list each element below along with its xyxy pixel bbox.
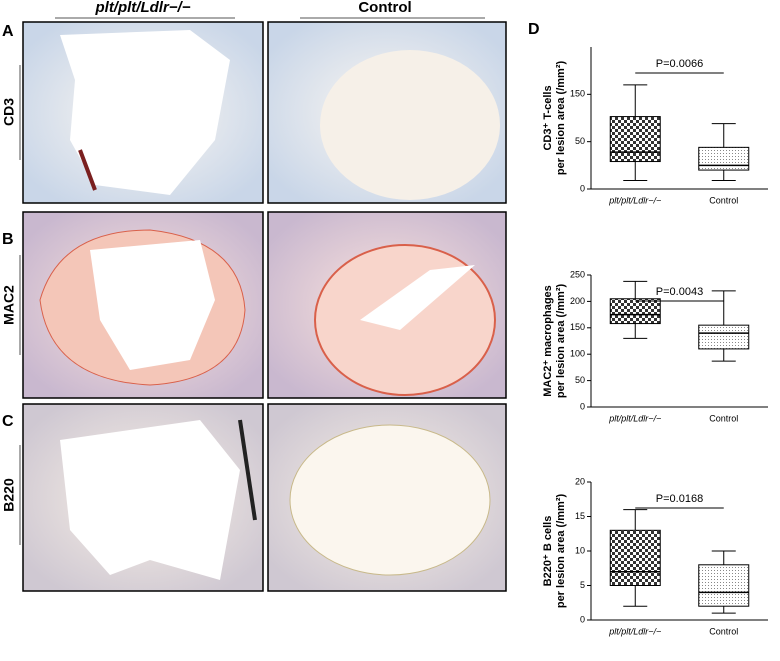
panel-letter: D — [528, 21, 540, 38]
y-axis-label: per lesion area (/mm²) — [555, 494, 567, 609]
panel-letter: A — [2, 23, 14, 40]
x-tick-label: Control — [709, 626, 738, 636]
y-axis-label: CD3⁺ T-cells — [542, 85, 554, 150]
micrograph — [267, 211, 507, 399]
y-tick-label: 0 — [580, 401, 585, 411]
y-tick-label: 5 — [580, 580, 585, 590]
y-tick-label: 100 — [570, 349, 585, 359]
y-tick-label: 15 — [575, 511, 585, 521]
y-tick-label: 0 — [580, 183, 585, 193]
box — [698, 564, 750, 607]
y-tick-label: 0 — [580, 614, 585, 624]
y-axis-label: MAC2⁺ macrophages — [542, 285, 554, 397]
y-axis-label: per lesion area (/mm²) — [555, 61, 567, 176]
y-tick-label: 200 — [570, 296, 585, 306]
micrograph — [22, 211, 264, 399]
micrograph — [267, 403, 507, 592]
y-axis-label: B220⁺ B cells — [542, 516, 554, 587]
p-value: P=0.0168 — [656, 493, 703, 505]
y-tick-label: 150 — [570, 322, 585, 332]
panel-letter: C — [2, 413, 14, 430]
micrograph — [22, 21, 264, 204]
y-tick-label: 10 — [575, 545, 585, 555]
y-tick-label: 250 — [570, 269, 585, 279]
row-label: MAC2 — [1, 285, 17, 325]
column-header: plt/plt/Ldlr−/− — [94, 0, 190, 16]
x-tick-label: plt/plt/Ldlr−/− — [608, 626, 661, 636]
box — [698, 146, 750, 171]
x-tick-label: plt/plt/Ldlr−/− — [608, 413, 661, 423]
p-value: P=0.0066 — [656, 58, 703, 70]
box — [609, 298, 661, 325]
micrograph — [22, 403, 264, 592]
box — [609, 116, 661, 163]
y-tick-label: 50 — [575, 136, 585, 146]
y-tick-label: 20 — [575, 476, 585, 486]
x-tick-label: Control — [709, 195, 738, 205]
row-label: B220 — [1, 478, 17, 512]
column-header: Control — [358, 0, 411, 16]
box — [698, 324, 750, 350]
y-tick-label: 150 — [570, 89, 585, 99]
micrograph — [267, 21, 507, 204]
panel-letter: B — [2, 231, 14, 248]
x-tick-label: Control — [709, 413, 738, 423]
p-value: P=0.0043 — [656, 286, 703, 298]
row-label: CD3 — [1, 98, 17, 126]
y-tick-label: 50 — [575, 375, 585, 385]
box — [609, 529, 661, 586]
x-tick-label: plt/plt/Ldlr−/− — [608, 195, 661, 205]
y-axis-label: per lesion area (/mm²) — [555, 284, 567, 399]
